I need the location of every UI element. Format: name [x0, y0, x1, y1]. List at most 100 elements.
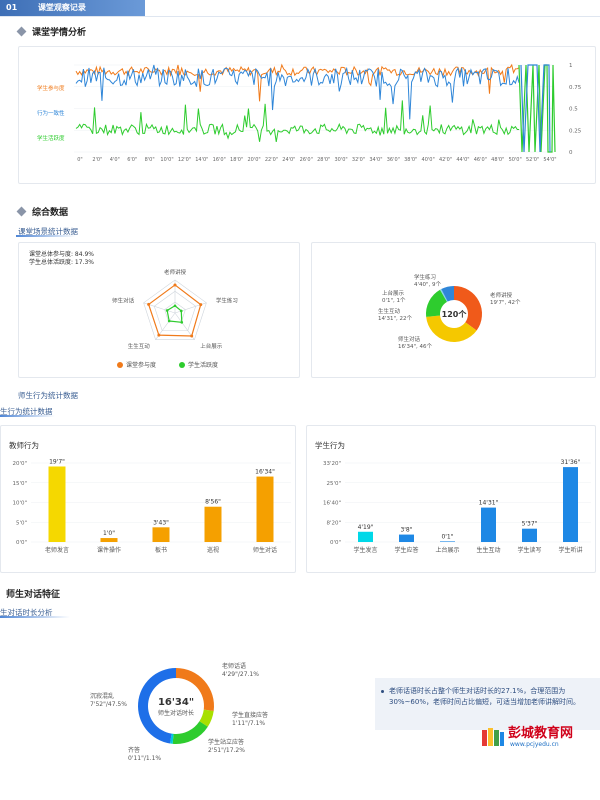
donut-segment [138, 668, 176, 744]
bar [152, 527, 170, 542]
donut-label: 沉寂混乱 [90, 692, 114, 700]
engagement-point [190, 334, 194, 338]
banner-number: 01 [6, 3, 18, 12]
radar-axis-label: 学生练习 [216, 296, 238, 304]
bar-value-label: 19'7" [49, 458, 65, 465]
timeline-card: 1 0.75 0.5 0.25 0 0" 2'0" 4'0" 6'0" 8'0" 10'0" 12'0… [18, 46, 596, 184]
bar-value-label: 8'56" [205, 499, 221, 506]
radar-card: 课堂总体参与度: 84.9% 学生总体活跃度: 17.3% 老师讲授 学生练习 上台… [18, 242, 300, 378]
engagement-line [75, 63, 520, 102]
donut-label: 上台展示 [382, 289, 405, 297]
bar [440, 541, 455, 542]
bullet-icon [381, 690, 384, 693]
bar-category-label: 学生读写 [517, 546, 541, 554]
donut-segment [426, 315, 477, 342]
activity-stat: 学生总体活跃度: 17.3% [29, 259, 94, 266]
right-tick-label: 1 [569, 63, 573, 69]
activity-point [173, 304, 177, 308]
bar [256, 476, 274, 542]
x-tick-label: 50'0" [509, 157, 522, 163]
x-tick-label: 30'0" [335, 157, 348, 163]
bar-category-label: 上台展示 [435, 546, 459, 554]
behavior-stats-title: 师生行为统计数据 [18, 391, 78, 400]
bar [100, 538, 118, 542]
donut-label: 学生站立应答 [208, 738, 244, 746]
scene-stats-underline [16, 235, 76, 237]
x-tick-label: 0" [77, 157, 82, 163]
x-tick-label: 32'0" [352, 157, 365, 163]
bar-value-label: 31'36" [561, 459, 581, 466]
analysis-title-text: 课堂学情分析 [32, 28, 87, 38]
donut-value-label: 0'11"/1.1% [128, 755, 161, 762]
radar-grid [143, 279, 207, 340]
teacher-behavior-card: 教师行为 20'0" 15'0" 10'0" 5'0" 0'0" 19'7" 老师发言 1'0"… [0, 425, 296, 573]
y-tick-label: 16'40" [323, 501, 341, 507]
donut-value-label: 4'29"/27.1% [222, 671, 259, 678]
watermark-title: 彭城教育网 [508, 726, 574, 741]
x-tick-label: 4'0" [110, 157, 120, 163]
engagement-polygon [147, 284, 202, 337]
teacher-bar-chart: 教师行为 20'0" 15'0" 10'0" 5'0" 0'0" 19'7" 老师发言 1'0"… [9, 440, 291, 554]
series-label: 学生活跃度 [37, 134, 65, 142]
bar-value-label: 5'37" [522, 521, 538, 528]
donut-segment [199, 709, 214, 727]
radar-legend-engagement: 课堂参与度 [117, 360, 156, 369]
bar [481, 507, 496, 542]
bar-chart-title: 教师行为 [9, 440, 39, 450]
bar-category-label: 学生发言 [353, 546, 377, 554]
x-tick-label: 6'0" [127, 157, 137, 163]
donut-label: 生生互动 [378, 307, 401, 315]
right-tick-label: 0 [569, 150, 573, 156]
donut-value-label: 1'11"/7.1% [232, 720, 265, 727]
consistency-line [75, 64, 520, 120]
bar [358, 531, 373, 542]
right-tick-label: 0.75 [569, 85, 582, 91]
analysis-note: 老师话语时长占整个师生对话时长的27.1%，合理范围为30%~60%，老师时间占… [375, 678, 600, 730]
timeline-chart: 1 0.75 0.5 0.25 0 0" 2'0" 4'0" 6'0" 8'0" 10'0" 12'0… [37, 63, 582, 163]
donut-center-label: 师生对话时长 [158, 709, 194, 717]
analysis-title: 课堂学情分析 [16, 25, 87, 38]
y-tick-label: 0'0" [330, 540, 341, 546]
bar-category-label: 生生互动 [476, 546, 500, 554]
bar-value-label: 3'43" [153, 519, 169, 526]
behavior-stats-title-2: 生行为统计数据 [0, 407, 53, 416]
dialog-feature-title: 师生对话特征 [6, 587, 60, 600]
activity-point [167, 319, 171, 323]
x-tick-label: 52'0" [526, 157, 539, 163]
x-tick-label: 36'0" [387, 157, 400, 163]
series-label: 行为一致性 [37, 109, 65, 117]
donut-label: 师生对话 [398, 335, 421, 343]
donut-value-label: 7'52"/47.5% [90, 701, 127, 708]
bar-category-label: 课件操作 [97, 546, 121, 554]
bar-value-label: 3'8" [400, 527, 412, 534]
activity-point [179, 309, 183, 313]
donut-segment [441, 286, 454, 302]
activity-line [75, 100, 520, 142]
donut-label: 老师讲授 [490, 291, 513, 299]
dialog-duration-title: 生对话时长分析 [0, 608, 53, 617]
y-tick-label: 0'0" [16, 540, 27, 546]
engagement-point [199, 303, 203, 307]
x-tick-label: 40'0" [422, 157, 435, 163]
activity-polygon [166, 305, 183, 324]
donut-value-label: 14'31", 22个 [378, 315, 413, 322]
x-tick-label: 28'0" [317, 157, 330, 163]
bar [563, 467, 578, 542]
student-behavior-card: 学生行为 33'20" 25'0" 16'40" 8'20" 0'0" 4'19" 学生发言 3… [306, 425, 596, 573]
x-tick-label: 16'0" [213, 157, 226, 163]
section-banner: 01 课堂观察记录 [0, 0, 145, 16]
bar-category-label: 老师发言 [45, 546, 69, 554]
donut-label: 老师话语 [222, 662, 246, 670]
bar-category-label: 巡视 [207, 546, 219, 554]
y-tick-label: 33'20" [323, 461, 341, 467]
scene-stats-title: 课堂场景统计数据 [18, 227, 78, 236]
x-tick-label: 46'0" [474, 157, 487, 163]
donut-center-value: 16'34" [158, 697, 194, 708]
x-tick-label: 48'0" [491, 157, 504, 163]
legend-dot-icon [117, 361, 123, 368]
x-tick-label: 34'0" [369, 157, 382, 163]
y-tick-label: 25'0" [326, 481, 341, 487]
